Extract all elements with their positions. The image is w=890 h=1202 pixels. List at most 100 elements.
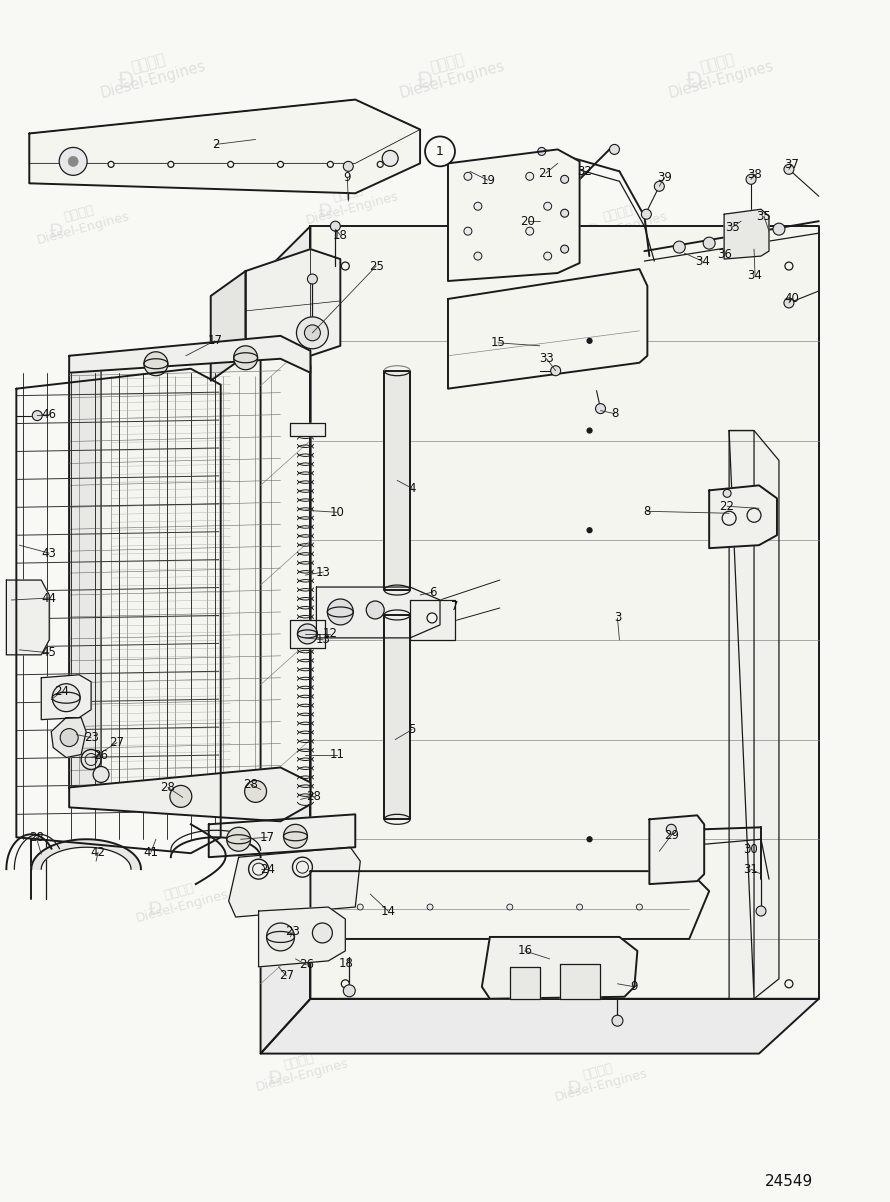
Text: 1: 1 (436, 145, 444, 157)
Polygon shape (259, 908, 345, 966)
Polygon shape (52, 718, 86, 757)
Text: 紫发动力
Diesel-Engines: 紫发动力 Diesel-Engines (101, 405, 201, 457)
Text: 20: 20 (521, 215, 535, 227)
Circle shape (538, 148, 546, 155)
Text: 22: 22 (720, 500, 734, 513)
Text: 紫发动力
Diesel-Engines: 紫发动力 Diesel-Engines (101, 654, 201, 706)
Text: 6: 6 (429, 585, 437, 599)
Circle shape (473, 252, 481, 260)
Circle shape (61, 728, 78, 746)
Polygon shape (209, 814, 355, 857)
Circle shape (60, 148, 87, 175)
Circle shape (278, 161, 284, 167)
Text: Ð: Ð (118, 430, 134, 450)
Circle shape (427, 904, 433, 910)
Polygon shape (69, 349, 311, 808)
Polygon shape (69, 335, 311, 373)
Circle shape (674, 242, 685, 254)
Text: 紫发动力
Diesel-Engines: 紫发动力 Diesel-Engines (251, 1042, 351, 1095)
Circle shape (344, 161, 353, 172)
Circle shape (297, 624, 318, 644)
Circle shape (342, 262, 349, 270)
Text: 35: 35 (724, 221, 740, 233)
Text: 36: 36 (716, 248, 732, 261)
Text: 19: 19 (481, 174, 496, 186)
Text: 25: 25 (368, 260, 384, 273)
Polygon shape (290, 620, 326, 648)
Circle shape (724, 489, 731, 498)
Polygon shape (6, 581, 49, 655)
Circle shape (304, 325, 320, 341)
Text: 40: 40 (784, 292, 799, 305)
Text: 8: 8 (643, 505, 651, 518)
Text: Ð: Ð (387, 430, 403, 450)
Text: 43: 43 (42, 547, 57, 560)
Circle shape (357, 904, 363, 910)
Circle shape (425, 137, 455, 166)
Text: 38: 38 (748, 168, 763, 180)
Circle shape (784, 298, 794, 308)
Circle shape (785, 980, 793, 988)
Text: 33: 33 (539, 352, 554, 365)
Text: 41: 41 (143, 846, 158, 858)
Circle shape (296, 317, 328, 349)
Text: 26: 26 (299, 958, 314, 971)
Text: 5: 5 (409, 724, 416, 736)
Text: 45: 45 (42, 647, 57, 660)
Text: 16: 16 (517, 945, 532, 958)
Text: 21: 21 (538, 167, 554, 180)
Circle shape (234, 346, 257, 370)
Circle shape (93, 767, 109, 783)
Circle shape (307, 274, 318, 284)
Text: Ð: Ð (417, 71, 434, 93)
Text: 3: 3 (614, 612, 621, 625)
Text: Ð: Ð (48, 221, 64, 240)
Circle shape (526, 227, 534, 236)
Circle shape (464, 172, 472, 180)
Polygon shape (311, 871, 709, 939)
Polygon shape (709, 486, 777, 548)
Text: 23: 23 (84, 731, 99, 744)
Circle shape (561, 175, 569, 184)
Circle shape (612, 1016, 623, 1027)
Text: 8: 8 (611, 407, 619, 419)
Text: 紫发动力
Diesel-Engines: 紫发动力 Diesel-Engines (570, 195, 669, 248)
Text: 23: 23 (285, 926, 300, 939)
Text: 紫发动力
Diesel-Engines: 紫发动力 Diesel-Engines (301, 175, 400, 227)
Polygon shape (69, 768, 311, 821)
Circle shape (654, 182, 664, 191)
Text: 27: 27 (109, 736, 125, 749)
Polygon shape (560, 964, 600, 999)
Circle shape (464, 227, 472, 236)
Text: 紫发动力
Diesel-Engines: 紫发动力 Diesel-Engines (650, 375, 749, 427)
Circle shape (595, 404, 605, 413)
Text: 28: 28 (243, 778, 258, 791)
Polygon shape (211, 270, 246, 381)
Circle shape (746, 174, 756, 184)
Text: 30: 30 (744, 843, 758, 856)
Text: 13: 13 (316, 633, 331, 647)
Circle shape (587, 528, 592, 532)
Circle shape (328, 599, 353, 625)
Text: 14: 14 (381, 905, 396, 917)
Circle shape (245, 780, 267, 803)
Text: 37: 37 (784, 157, 799, 171)
Text: 27: 27 (279, 969, 294, 982)
Polygon shape (729, 430, 779, 999)
Polygon shape (29, 100, 420, 163)
Polygon shape (384, 370, 410, 590)
Text: Ð: Ð (268, 1069, 283, 1088)
Text: 13: 13 (316, 566, 331, 578)
Text: 紫发动力
Diesel-Engines: 紫发动力 Diesel-Engines (393, 42, 506, 101)
Circle shape (473, 202, 481, 210)
Text: Ð: Ð (148, 899, 164, 918)
Text: 26: 26 (93, 749, 109, 762)
Polygon shape (650, 815, 704, 885)
Circle shape (69, 156, 78, 166)
Polygon shape (448, 269, 647, 388)
Circle shape (382, 150, 398, 166)
Circle shape (344, 984, 355, 996)
Text: 18: 18 (339, 957, 353, 970)
Text: 29: 29 (664, 828, 679, 841)
Text: Ð: Ð (397, 650, 413, 670)
